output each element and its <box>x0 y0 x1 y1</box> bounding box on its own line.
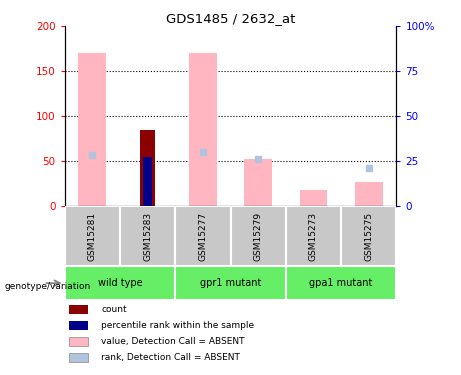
Text: GSM15279: GSM15279 <box>254 212 263 261</box>
Text: genotype/variation: genotype/variation <box>5 282 91 291</box>
Text: gpr1 mutant: gpr1 mutant <box>200 278 261 288</box>
Bar <box>78 53 106 206</box>
Text: rank, Detection Call = ABSENT: rank, Detection Call = ABSENT <box>101 353 240 362</box>
Bar <box>244 159 272 206</box>
Bar <box>65 206 120 266</box>
Bar <box>120 206 175 266</box>
Text: percentile rank within the sample: percentile rank within the sample <box>101 321 254 330</box>
Bar <box>143 157 152 206</box>
Bar <box>175 266 286 300</box>
Text: value, Detection Call = ABSENT: value, Detection Call = ABSENT <box>101 337 245 346</box>
Text: GSM15273: GSM15273 <box>309 212 318 261</box>
Bar <box>230 206 286 266</box>
Bar <box>286 206 341 266</box>
Bar <box>175 206 230 266</box>
Bar <box>355 182 383 206</box>
Text: GSM15281: GSM15281 <box>88 212 97 261</box>
Text: GSM15283: GSM15283 <box>143 212 152 261</box>
Text: gpa1 mutant: gpa1 mutant <box>309 278 373 288</box>
Bar <box>65 266 175 300</box>
Text: wild type: wild type <box>98 278 142 288</box>
Bar <box>286 266 396 300</box>
Text: GSM15277: GSM15277 <box>198 212 207 261</box>
Bar <box>189 53 217 206</box>
Bar <box>300 190 327 206</box>
Bar <box>140 130 155 206</box>
Bar <box>341 206 396 266</box>
Title: GDS1485 / 2632_at: GDS1485 / 2632_at <box>166 12 295 25</box>
Text: count: count <box>101 305 127 314</box>
Text: GSM15275: GSM15275 <box>364 212 373 261</box>
